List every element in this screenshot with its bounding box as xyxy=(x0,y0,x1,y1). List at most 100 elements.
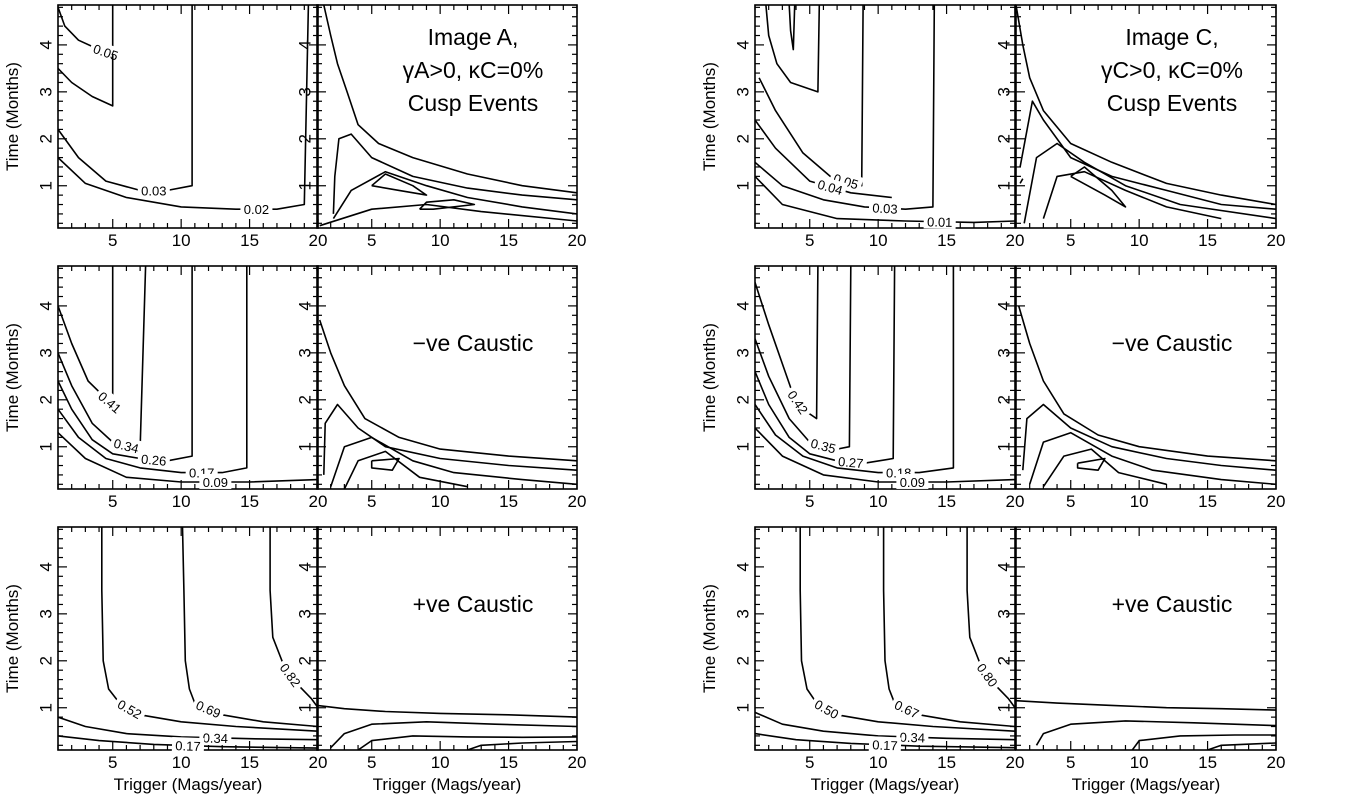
x-tick-label: 5 xyxy=(108,753,117,772)
panel-A-neg-amp: 5 10 15 20 1 2 3 4 −ve Caustic xyxy=(296,265,586,511)
contour-line xyxy=(1022,403,1276,471)
contour-line xyxy=(317,704,577,718)
contour-line xyxy=(467,740,577,750)
contour-line xyxy=(58,735,318,749)
y-tick-label: 3 xyxy=(296,609,315,618)
y-tick-label: 2 xyxy=(296,134,315,143)
x-tick-label: 20 xyxy=(568,231,587,250)
contour-label: 0.03 xyxy=(141,183,166,198)
contour-line xyxy=(1016,5,1276,206)
y-tick-label: 3 xyxy=(296,87,315,96)
contour-line xyxy=(755,732,1015,749)
plot-frame xyxy=(316,4,578,229)
contour-line xyxy=(371,173,428,196)
contour-label: 0.34 xyxy=(112,436,140,457)
contour-line xyxy=(1042,448,1167,488)
contour-label-bg xyxy=(889,694,925,723)
contour-label: 0.26 xyxy=(140,452,167,469)
plot-frame xyxy=(1015,265,1277,490)
x-axis-title: Trigger (Mags/year) xyxy=(811,775,960,794)
x-axis-title: Trigger (Mags/year) xyxy=(373,775,522,794)
contour-label-bg xyxy=(240,201,273,217)
x-tick-label: 5 xyxy=(108,231,117,250)
contour-label-bg xyxy=(828,168,864,193)
panel-A-cusp-map: 5 10 15 20 1 2 3 4 Time (Months) 0.05 0.03 0.02 xyxy=(3,4,327,250)
x-tick-label: 15 xyxy=(1198,492,1217,511)
contour-label-bg xyxy=(112,694,148,723)
panel-annotation: γC>0, κC=0% xyxy=(1101,57,1243,83)
contour-label-bg xyxy=(137,450,171,468)
contour-label-bg xyxy=(972,657,1004,692)
contour-line xyxy=(755,266,896,464)
x-axis-title: Trigger (Mags/year) xyxy=(1072,775,1221,794)
contour-label: 0.04 xyxy=(816,177,844,198)
y-tick-label: 4 xyxy=(734,301,753,310)
contour-line xyxy=(1131,734,1276,750)
contour-line xyxy=(1207,742,1276,750)
contour-label-bg xyxy=(199,473,232,489)
y-tick-label: 3 xyxy=(995,348,1014,357)
y-tick-label: 1 xyxy=(37,442,56,451)
contour-label-bg xyxy=(137,182,170,198)
x-tick-label: 20 xyxy=(1006,231,1025,250)
x-tick-label: 15 xyxy=(240,231,259,250)
contour-line xyxy=(788,5,796,51)
contour-line xyxy=(343,450,468,489)
x-tick-label: 5 xyxy=(805,492,814,511)
contour-line xyxy=(1070,166,1127,208)
contour-label-bg xyxy=(191,695,227,722)
y-tick-label: 4 xyxy=(37,301,56,310)
contour-line xyxy=(755,5,936,210)
contour-line xyxy=(755,711,1015,741)
x-tick-label: 15 xyxy=(937,231,956,250)
contour-label-bg xyxy=(868,199,902,216)
y-tick-label: 2 xyxy=(296,395,315,404)
contour-line xyxy=(58,5,193,192)
contour-line xyxy=(755,119,892,199)
y-tick-label: 2 xyxy=(37,395,56,404)
contour-label: 0.27 xyxy=(837,454,864,471)
contour-line xyxy=(181,527,318,728)
y-tick-label: 3 xyxy=(296,348,315,357)
x-tick-label: 15 xyxy=(240,492,259,511)
contour-line xyxy=(58,432,318,483)
y-tick-label: 4 xyxy=(995,301,1014,310)
x-tick-label: 5 xyxy=(1066,492,1075,511)
x-tick-label: 20 xyxy=(309,753,328,772)
x-tick-label: 15 xyxy=(1198,753,1217,772)
y-tick-label: 2 xyxy=(995,134,1014,143)
y-tick-label: 2 xyxy=(296,656,315,665)
contour-label: 0.35 xyxy=(809,436,837,457)
contour-line xyxy=(755,266,955,474)
y-tick-label: 1 xyxy=(296,181,315,190)
y-tick-label: 1 xyxy=(734,442,753,451)
contour-line xyxy=(758,5,864,187)
x-tick-label: 20 xyxy=(309,492,328,511)
contour-label: 0.05 xyxy=(91,41,120,63)
plot-frame xyxy=(57,4,319,229)
contour-label: 0.02 xyxy=(244,202,269,217)
contour-line xyxy=(101,527,318,732)
y-tick-label: 3 xyxy=(734,87,753,96)
x-tick-label: 5 xyxy=(367,753,376,772)
contour-line xyxy=(755,266,852,450)
plot-frame xyxy=(754,265,1016,490)
x-tick-label: 10 xyxy=(1130,753,1149,772)
plot-frame xyxy=(316,265,578,490)
plot-frame xyxy=(316,526,578,751)
x-tick-label: 10 xyxy=(172,492,191,511)
y-tick-label: 2 xyxy=(995,395,1014,404)
y-tick-label: 4 xyxy=(296,301,315,310)
contour-line xyxy=(330,721,577,749)
panel-annotation: Cusp Events xyxy=(408,90,538,116)
y-tick-label: 1 xyxy=(734,181,753,190)
panel-C-pos-map: 5 10 15 20 1 2 3 4 Time (Months) Trigger (Mags/ye… xyxy=(700,526,1024,794)
panel-annotation: −ve Caustic xyxy=(1112,330,1233,356)
panel-A-cusp-amp: 5 10 15 20 1 2 3 4 Image A, γA>0, κC=0% Cusp Event… xyxy=(296,4,587,250)
panel-C-cusp-amp: 5 10 15 20 1 2 3 4 Image C, γC>0, κC=0% Cusp Event… xyxy=(995,4,1285,250)
y-tick-label: 3 xyxy=(995,609,1014,618)
contour-label-bg xyxy=(88,39,124,64)
contour-line xyxy=(1016,699,1276,711)
